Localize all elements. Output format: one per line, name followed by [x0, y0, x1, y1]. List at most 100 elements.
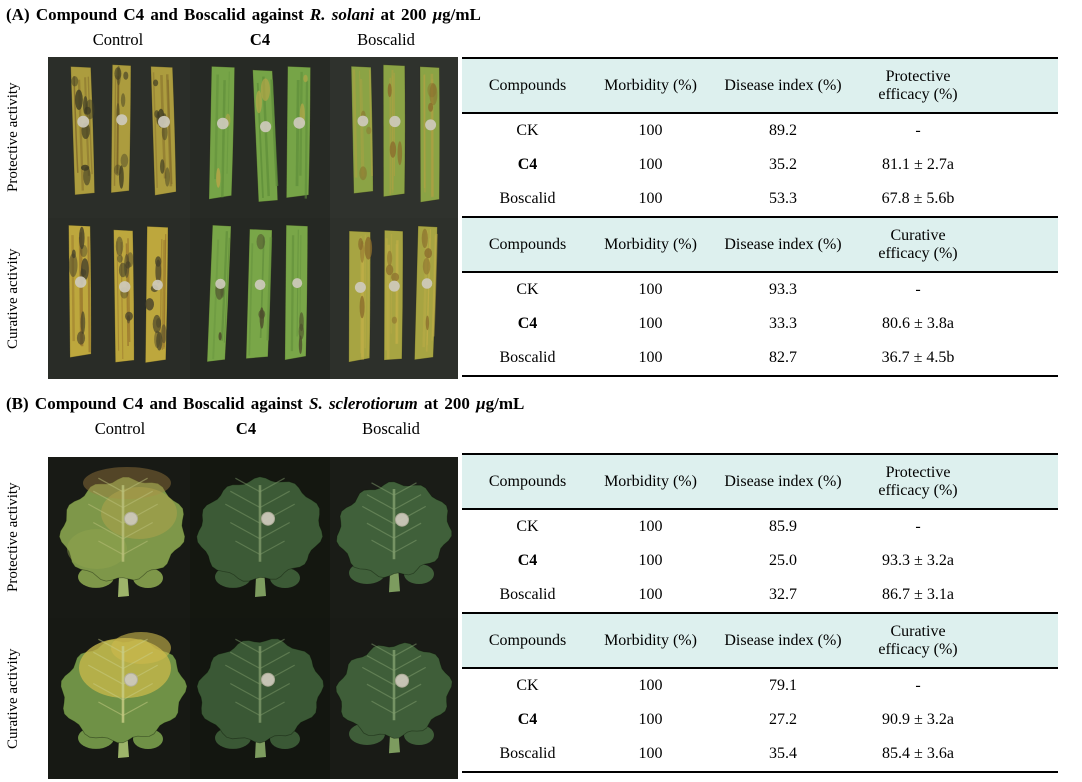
cell-morbidity: 100	[638, 677, 663, 694]
efficacy-line-1: Protective	[885, 463, 951, 481]
efficacy-line-1: Curative	[890, 226, 946, 244]
table-b-curative: Compounds Morbidity (%) Disease index (%…	[462, 612, 1058, 773]
header-cell-disease-index: Disease index (%)	[708, 216, 858, 273]
header-cell-compounds: Compounds	[462, 216, 593, 273]
photo-broadleaf-curative-boscalid	[330, 618, 458, 779]
cell-compound: Boscalid	[499, 586, 556, 603]
cell-disease-index: 35.4	[708, 737, 858, 773]
cell-morbidity: 100	[638, 711, 663, 728]
photo-rice-protective-control	[48, 57, 190, 218]
table-row: C4 100 35.2 81.1 ± 2.7a	[462, 148, 1058, 182]
cell-efficacy: -	[915, 281, 921, 298]
table-row: Boscalid 100 35.4 85.4 ± 3.6a	[462, 737, 1058, 773]
table-header-row: Compounds Morbidity (%) Disease index (%…	[462, 612, 1058, 669]
table-row: CK 100 85.9 -	[462, 509, 1058, 544]
photo-rice-curative-boscalid	[330, 218, 458, 379]
header-cell-morbidity: Morbidity (%)	[593, 453, 708, 510]
cell-compound: Boscalid	[462, 737, 593, 773]
photo-column-label-c4-a: C4	[249, 30, 271, 49]
efficacy-line-2: efficacy (%)	[878, 244, 958, 262]
photo-rice-protective-c4	[190, 57, 330, 218]
header-cell-efficacy: Protective efficacy (%)	[858, 57, 1058, 114]
table-header-row: Compounds Morbidity (%) Disease index (%…	[462, 57, 1058, 114]
cell-disease-index: 25.0	[769, 552, 797, 569]
photo-broadleaf-curative-control	[48, 618, 190, 779]
panel-a-title-tail: at 200	[380, 5, 427, 24]
cell-efficacy: 90.9 ± 3.2a	[882, 711, 954, 728]
table-header-row: Compounds Morbidity (%) Disease index (%…	[462, 453, 1058, 510]
photo-rice-curative-c4	[190, 218, 330, 379]
cell-compound: CK	[516, 122, 539, 139]
photo-broadleaf-protective-boscalid	[330, 457, 458, 618]
efficacy-line-2: efficacy (%)	[878, 481, 958, 499]
panel-a-mu: μ	[432, 5, 443, 24]
photo-rice-protective-boscalid	[330, 57, 458, 218]
photo-column-label-control-a: Control	[92, 30, 144, 49]
table-a-protective: Compounds Morbidity (%) Disease index (%…	[462, 57, 1058, 216]
efficacy-line-2: efficacy (%)	[878, 640, 958, 658]
cell-disease-index: 82.7	[708, 341, 858, 377]
table-row: Boscalid 100 82.7 36.7 ± 4.5b	[462, 341, 1058, 377]
cell-compound: C4	[517, 552, 538, 569]
cell-compound: C4	[517, 711, 538, 728]
table-row: Boscalid 100 53.3 67.8 ± 5.6b	[462, 182, 1058, 216]
efficacy-line-1: Curative	[890, 622, 946, 640]
header-cell-disease-index: Disease index (%)	[708, 612, 858, 669]
cell-morbidity: 100	[638, 281, 663, 298]
panel-b-title-tail: at 200	[423, 394, 470, 413]
cell-disease-index: 32.7	[769, 586, 797, 603]
photo-column-label-boscalid-a: Boscalid	[357, 30, 415, 49]
header-cell-morbidity: Morbidity (%)	[593, 216, 708, 273]
header-cell-morbidity: Morbidity (%)	[593, 612, 708, 669]
cell-disease-index: 79.1	[769, 677, 797, 694]
table-row: C4 100 33.3 80.6 ± 3.8a	[462, 307, 1058, 341]
panel-a-title: (A) Compound C4 and Boscalid against R. …	[6, 5, 481, 25]
efficacy-line-2: efficacy (%)	[878, 85, 958, 103]
photo-broadleaf-protective-control	[48, 457, 190, 618]
cell-morbidity: 100	[638, 315, 663, 332]
panel-a-species: R. solani	[309, 5, 375, 24]
header-cell-disease-index: Disease index (%)	[708, 57, 858, 114]
cell-efficacy: 80.6 ± 3.8a	[882, 315, 954, 332]
cell-compound: CK	[516, 677, 539, 694]
row-label-curative-activity-b: Curative activity	[5, 648, 21, 749]
cell-compound: Boscalid	[499, 190, 556, 207]
table-row: CK 100 93.3 -	[462, 272, 1058, 307]
header-cell-compounds: Compounds	[462, 453, 593, 510]
row-label-protective-activity-a: Protective activity	[5, 82, 21, 193]
photo-column-label-c4-b: C4	[235, 419, 257, 438]
header-cell-morbidity: Morbidity (%)	[593, 57, 708, 114]
cell-disease-index: 27.2	[769, 711, 797, 728]
cell-morbidity: 100	[593, 341, 708, 377]
panel-b-unit: g/mL	[485, 394, 525, 413]
photo-broadleaf-curative-c4	[190, 618, 330, 779]
cell-compound: C4	[517, 315, 538, 332]
cell-morbidity: 100	[593, 737, 708, 773]
header-cell-compounds: Compounds	[462, 57, 593, 114]
cell-morbidity: 100	[638, 518, 663, 535]
photo-broadleaf-protective-c4	[190, 457, 330, 618]
cell-efficacy: -	[915, 677, 921, 694]
cell-compound: CK	[516, 281, 539, 298]
header-cell-efficacy: Curative efficacy (%)	[858, 612, 1058, 669]
photo-grid-rice-leaves	[48, 57, 458, 379]
cell-efficacy: 81.1 ± 2.7a	[882, 156, 954, 173]
header-cell-compounds: Compounds	[462, 612, 593, 669]
panel-b-title: (B) Compound C4 and Boscalid against S. …	[6, 394, 524, 414]
cell-disease-index: 33.3	[769, 315, 797, 332]
header-cell-efficacy: Curative efficacy (%)	[858, 216, 1058, 273]
cell-compound: CK	[516, 518, 539, 535]
cell-efficacy: 85.4 ± 3.6a	[858, 737, 1058, 773]
efficacy-line-1: Protective	[885, 67, 951, 85]
photo-rice-curative-control	[48, 218, 190, 379]
header-cell-disease-index: Disease index (%)	[708, 453, 858, 510]
cell-morbidity: 100	[638, 122, 663, 139]
panel-b-label: (B)	[6, 394, 29, 413]
row-label-curative-activity-a: Curative activity	[5, 248, 21, 349]
table-row: C4 100 25.0 93.3 ± 3.2a	[462, 544, 1058, 578]
panel-a-label: (A)	[6, 5, 30, 24]
panel-b-title-text: Compound C4 and Boscalid against	[34, 394, 303, 413]
cell-disease-index: 53.3	[769, 190, 797, 207]
row-label-protective-activity-b: Protective activity	[5, 482, 21, 593]
photo-column-label-control-b: Control	[94, 419, 146, 438]
